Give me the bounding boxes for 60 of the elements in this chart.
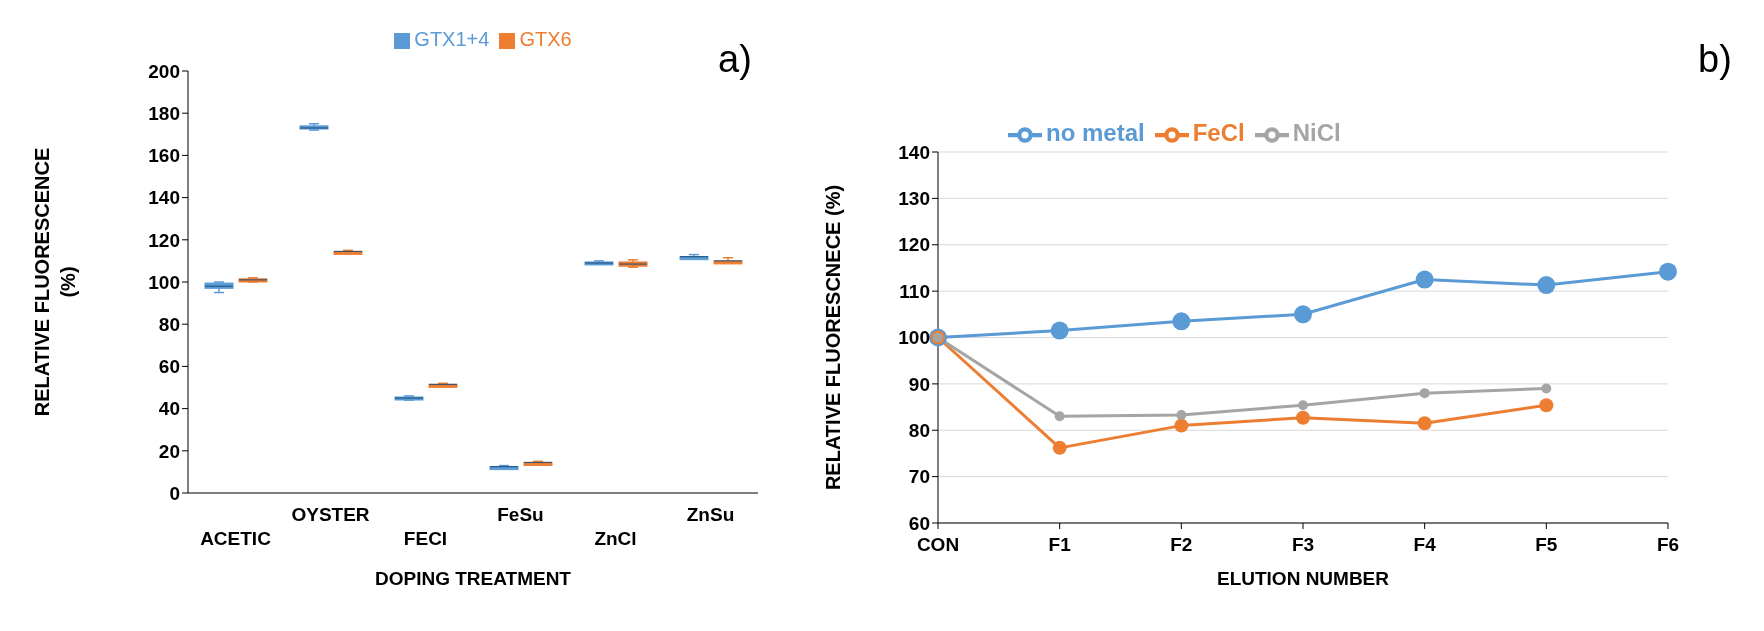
y-tick-label: 130 [898, 188, 930, 210]
point [1054, 411, 1065, 422]
y-tick-label: 140 [148, 187, 180, 209]
y-tick-label: 100 [148, 271, 180, 293]
text: b) [1698, 38, 1732, 81]
y-tick-label: 160 [148, 145, 180, 167]
y-tick-label: 140 [898, 141, 930, 163]
point [1539, 398, 1554, 413]
y-tick-label: 120 [148, 229, 180, 251]
y-axis-title: RELATIVE FLUORESCENCE (%) [31, 147, 79, 417]
point [1541, 383, 1552, 394]
y-tick-label: 60 [158, 356, 180, 378]
x-tick-label: F2 [1170, 534, 1193, 555]
legend-label: NiCl [1292, 119, 1341, 147]
y-tick-label: 80 [158, 313, 180, 335]
x-tick-label: F1 [1048, 534, 1072, 555]
x-tick-label: F6 [1656, 534, 1680, 555]
y-tick-label: 180 [148, 102, 180, 124]
x-tick-label: ACETIC [200, 528, 272, 549]
y-tick-label: 60 [908, 512, 930, 534]
annotation: a) [718, 38, 752, 81]
point [1174, 418, 1189, 433]
point [1659, 262, 1677, 281]
x-tick-label: OYSTER [291, 504, 370, 525]
x-tick-label: FeSu [497, 504, 544, 525]
legend-label: GTX1+4 [414, 28, 490, 50]
point [1537, 276, 1556, 295]
x-tick-label: ZnSu [686, 504, 735, 525]
y-tick-label: 80 [908, 419, 930, 441]
y-tick-label: 110 [899, 280, 930, 302]
y-tick-label: 120 [898, 234, 930, 256]
y-tick-label: 90 [908, 373, 930, 395]
x-tick-label: F3 [1291, 534, 1315, 555]
x-tick-label: F4 [1413, 534, 1437, 555]
point [1296, 410, 1310, 425]
y-tick-label: 40 [158, 398, 180, 420]
point [1052, 440, 1067, 455]
x-tick-label: CON [916, 534, 960, 555]
y-tick-label: 0 [169, 482, 180, 504]
y-tick-label: 100 [898, 327, 930, 349]
point [1176, 409, 1187, 420]
point [1172, 312, 1191, 331]
y-tick-label: 200 [148, 60, 180, 82]
legend-label: GTX6 [519, 28, 572, 50]
point [1050, 321, 1069, 340]
point [1298, 400, 1308, 411]
point [1417, 416, 1432, 431]
y-axis-title: RELATIVE FLUORESCNECE (%) [822, 184, 844, 491]
x-tick-label: ZnCl [594, 528, 637, 549]
point [1419, 388, 1430, 399]
y-tick-label: 70 [908, 466, 930, 488]
point [1415, 270, 1434, 289]
legend-label: FeCl [1192, 119, 1245, 147]
y-tick-label: 20 [158, 440, 180, 462]
legend-label: no metal [1046, 119, 1145, 147]
x-axis-title: DOPING TREATMENT [375, 568, 572, 589]
x-axis-title: ELUTION NUMBER [1216, 568, 1390, 589]
point [1294, 305, 1312, 324]
x-tick-label: FECI [403, 528, 448, 549]
x-tick-label: F5 [1535, 534, 1558, 555]
